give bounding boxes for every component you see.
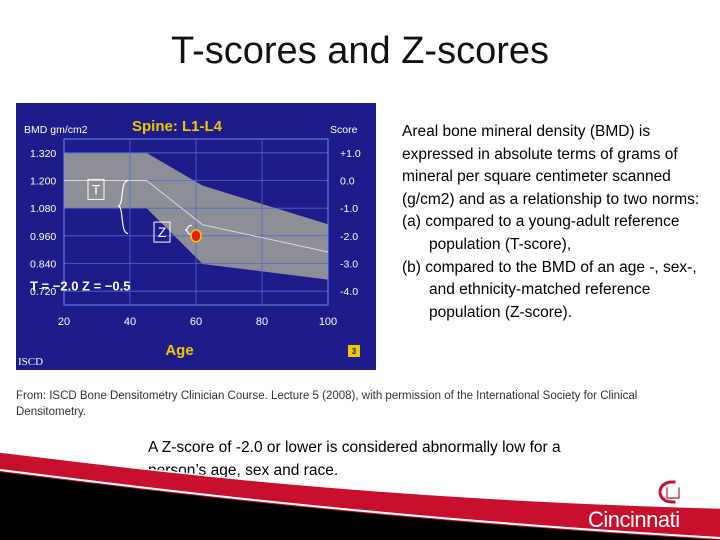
y-tick-label: 1.080 bbox=[30, 203, 56, 215]
iscd-logo-text: ISCD bbox=[18, 356, 43, 368]
score-result-text: T = −2.0 Z = −0.5 bbox=[30, 279, 130, 294]
y-right-tick-label: -3.0 bbox=[340, 259, 358, 271]
y-right-tick-label: +1.0 bbox=[340, 148, 361, 160]
y-tick-label: 1.200 bbox=[30, 176, 56, 188]
reference-mean-line bbox=[64, 180, 329, 253]
explanation-text: Areal bone mineral density (BMD) is expr… bbox=[402, 121, 707, 324]
university-logo: UNIVERSITY OF Cincinnati bbox=[588, 478, 704, 534]
x-tick-label: 80 bbox=[256, 316, 268, 328]
bracket-t-box bbox=[87, 178, 105, 200]
chart-title: Spine: L1-L4 bbox=[132, 118, 223, 135]
y-right-tick-label: -1.0 bbox=[340, 203, 358, 215]
explanation-item-b: (b) compared to the BMD of an age -, sex… bbox=[402, 258, 697, 321]
y-right-axis-label: Score bbox=[330, 124, 358, 136]
logo-university-label: UNIVERSITY OF bbox=[588, 494, 656, 503]
cincinnati-c-icon bbox=[657, 479, 681, 505]
slide-number-text: 3 bbox=[352, 347, 357, 356]
plot-frame bbox=[63, 138, 329, 306]
explanation-intro: Areal bone mineral density (BMD) is expr… bbox=[402, 123, 700, 208]
x-tick-label: 100 bbox=[319, 316, 337, 328]
bracket-z-box bbox=[153, 221, 171, 243]
bracket-t-brace bbox=[117, 179, 129, 235]
bracket-t-label: T bbox=[92, 181, 101, 197]
explanation-item-a: (a) compared to a young-adult reference … bbox=[402, 213, 680, 253]
y-right-tick-label: -2.0 bbox=[340, 231, 358, 243]
y-tick-label: 0.840 bbox=[30, 259, 56, 271]
y-tick-label: 0.720 bbox=[30, 286, 56, 298]
slide-title: T-scores and Z-scores bbox=[171, 30, 549, 72]
bracket-z-label: Z bbox=[158, 224, 167, 240]
bmd-chart: Spine: L1-L4 BMD gm/cm2 Score Age 1.320 1.200… bbox=[16, 103, 376, 370]
y-right-tick-label: -4.0 bbox=[340, 286, 358, 298]
y-tick-label: 1.320 bbox=[30, 148, 56, 160]
source-citation: From: ISCD Bone Densitometry Clinician C… bbox=[16, 390, 638, 418]
y-tick-label: 0.960 bbox=[30, 231, 56, 243]
logo-cincinnati-label: Cincinnati bbox=[588, 507, 680, 532]
slide-number-badge bbox=[348, 345, 360, 357]
x-axis-label: Age bbox=[165, 342, 193, 359]
patient-data-point bbox=[190, 229, 202, 243]
y-right-tick-label: 0.0 bbox=[340, 176, 355, 188]
x-tick-label: 40 bbox=[124, 316, 136, 328]
bmd-chart-svg: Spine: L1-L4 BMD gm/cm2 Score Age 1.320 1.200… bbox=[16, 103, 376, 370]
z-score-note: A Z-score of -2.0 or lower is considered… bbox=[148, 439, 561, 479]
bracket-z-brace bbox=[184, 224, 193, 236]
y-axis-label: BMD gm/cm2 bbox=[24, 124, 88, 136]
x-tick-label: 20 bbox=[58, 316, 70, 328]
x-tick-label: 60 bbox=[190, 316, 202, 328]
